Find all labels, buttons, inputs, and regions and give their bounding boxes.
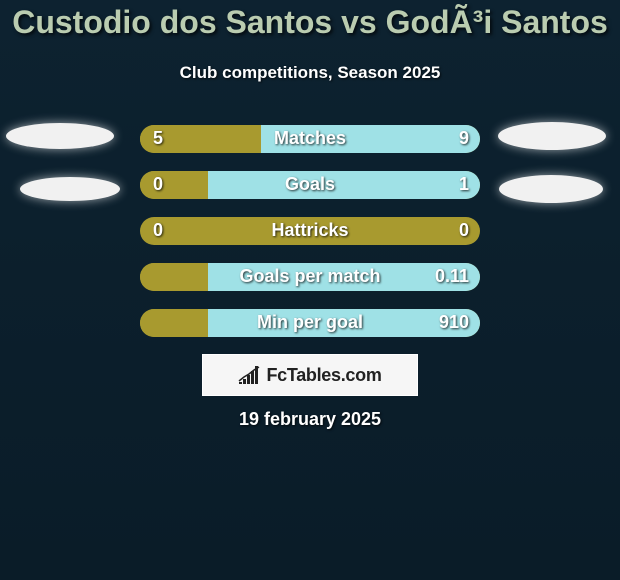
bar-left [140,309,208,337]
date-text: 19 february 2025 [0,409,620,430]
stat-row: Hattricks00 [0,217,620,263]
value-right: 910 [439,309,469,337]
bar-right [261,125,480,153]
value-left: 5 [153,125,163,153]
brand-badge-text: FcTables.com [266,365,381,386]
brand-badge: FcTables.com [202,354,418,396]
fctables-bar-icon [238,366,260,384]
value-right: 0 [459,217,469,245]
bar-right [208,171,480,199]
bar-left [140,263,208,291]
avatar-ellipse [6,123,114,149]
stat-row: Min per goal910 [0,309,620,355]
bar-track [140,125,480,153]
bar-track [140,263,480,291]
page-title: Custodio dos Santos vs GodÃ³i Santos [0,0,620,38]
bar-track [140,171,480,199]
bar-track [140,217,480,245]
avatar-ellipse [20,177,120,201]
value-right: 9 [459,125,469,153]
value-right: 0.11 [435,263,469,291]
value-right: 1 [459,171,469,199]
bar-track [140,309,480,337]
value-left: 0 [153,171,163,199]
avatar-ellipse [499,175,603,203]
page-subtitle: Club competitions, Season 2025 [0,63,620,83]
value-left: 0 [153,217,163,245]
bar-left [140,171,208,199]
avatar-ellipse [498,122,606,150]
stat-row: Goals per match0.11 [0,263,620,309]
